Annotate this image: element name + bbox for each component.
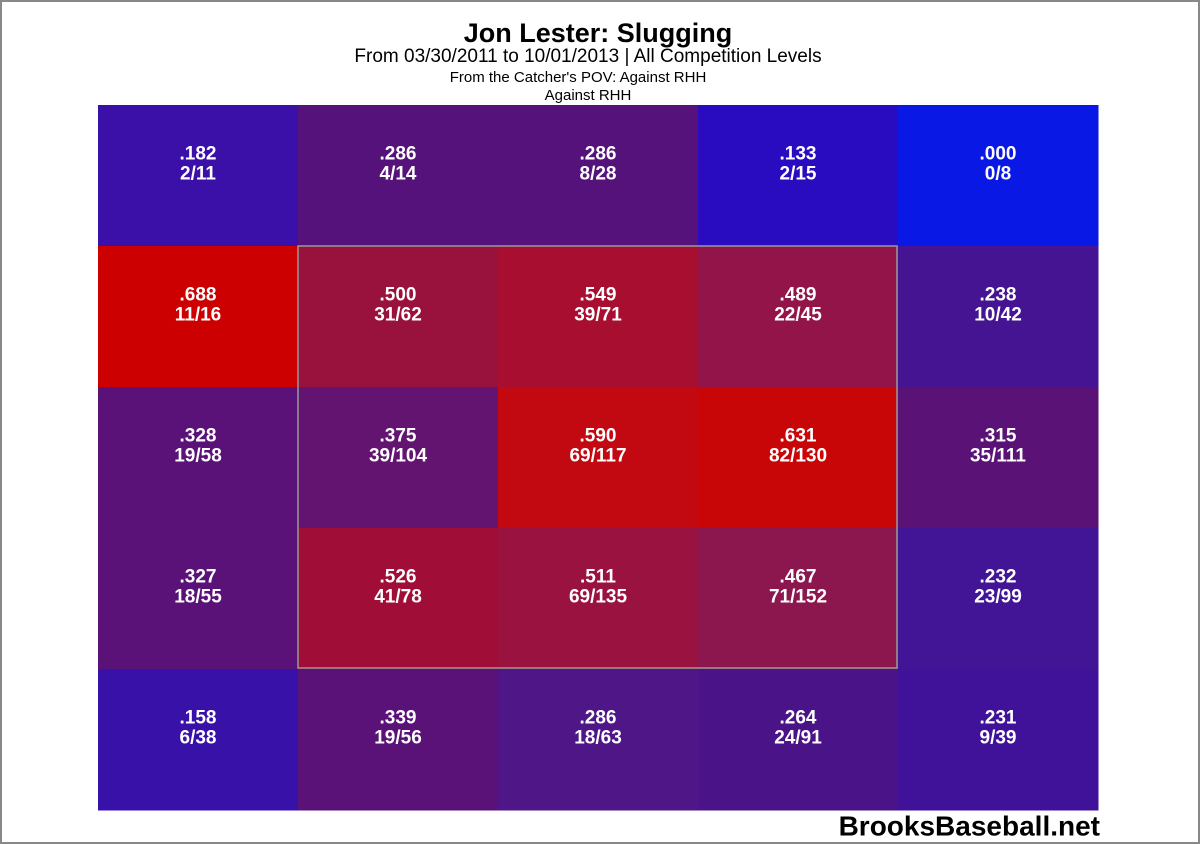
heatmap-cell xyxy=(898,246,1099,388)
cell-value-label: .327 xyxy=(180,567,217,588)
cell-fraction-label: 31/62 xyxy=(374,305,422,326)
cell-value-label: .590 xyxy=(580,426,617,447)
heatmap-cell xyxy=(98,246,299,388)
cell-value-label: .286 xyxy=(580,708,617,729)
cell-fraction-label: 18/55 xyxy=(174,587,222,608)
heatmap-cell xyxy=(298,246,499,388)
cell-fraction-label: 0/8 xyxy=(985,164,1011,185)
cell-value-label: .328 xyxy=(180,426,217,447)
cell-fraction-label: 69/135 xyxy=(569,587,628,608)
heatmap-cell xyxy=(698,669,899,811)
cell-value-label: .511 xyxy=(580,567,616,588)
cell-value-label: .500 xyxy=(380,285,417,306)
cell-value-label: .158 xyxy=(180,708,217,729)
heatmap-cell xyxy=(898,387,1099,529)
heatmap-cell xyxy=(98,669,299,811)
cell-value-label: .315 xyxy=(980,426,1017,447)
cell-fraction-label: 4/14 xyxy=(380,164,417,185)
chart-title: Jon Lester: Slugging xyxy=(464,18,733,48)
heatmap-cell xyxy=(698,528,899,670)
cell-fraction-label: 41/78 xyxy=(374,587,422,608)
cell-value-label: .182 xyxy=(180,144,217,165)
cell-value-label: .286 xyxy=(380,144,417,165)
heatmap-cell xyxy=(698,105,899,247)
heatmap-cell xyxy=(298,669,499,811)
cell-value-label: .286 xyxy=(580,144,617,165)
cell-fraction-label: 23/99 xyxy=(974,587,1022,608)
heatmap-cell xyxy=(298,528,499,670)
cell-value-label: .000 xyxy=(980,144,1017,165)
heatmap-cell xyxy=(498,528,699,670)
heatmap-cell xyxy=(298,105,499,247)
cell-fraction-label: 71/152 xyxy=(769,587,827,608)
heatmap-cell xyxy=(898,105,1099,247)
cell-value-label: .133 xyxy=(780,144,817,165)
cell-value-label: .238 xyxy=(980,285,1017,306)
source: BrooksBaseball.net xyxy=(839,810,1100,841)
heatmap-cell xyxy=(898,669,1099,811)
cell-value-label: .339 xyxy=(380,708,417,729)
heatmap-cell xyxy=(498,105,699,247)
heatmap-cell xyxy=(98,105,299,247)
cell-fraction-label: 6/38 xyxy=(180,728,217,749)
cell-fraction-label: 2/11 xyxy=(180,164,216,185)
cell-fraction-label: 24/91 xyxy=(774,728,822,749)
cell-fraction-label: 10/42 xyxy=(974,305,1022,326)
heatmap-grid: .1822/11.2864/14.2868/28.1332/15.0000/8.… xyxy=(98,105,1099,811)
heatmap-cell xyxy=(498,669,699,811)
cell-fraction-label: 22/45 xyxy=(774,305,822,326)
cell-fraction-label: 2/15 xyxy=(780,164,817,185)
cell-fraction-label: 82/130 xyxy=(769,446,827,467)
cell-value-label: .526 xyxy=(380,567,417,588)
cell-value-label: .549 xyxy=(580,285,617,306)
chart-subtitle: From the Catcher's POV: Against RHH xyxy=(450,69,707,86)
cell-fraction-label: 8/28 xyxy=(580,164,617,185)
heatmap-cell xyxy=(498,246,699,388)
cell-fraction-label: 39/71 xyxy=(574,305,622,326)
cell-fraction-label: 11/16 xyxy=(175,305,222,326)
chart-subtitle: From 03/30/2011 to 10/01/2013 | All Comp… xyxy=(354,46,821,67)
cell-fraction-label: 18/63 xyxy=(574,728,622,749)
strike-zone xyxy=(297,245,898,669)
heatmap-cell xyxy=(698,246,899,388)
heatmap-cell xyxy=(698,387,899,529)
cell-value-label: .467 xyxy=(780,567,817,588)
cell-fraction-label: 39/104 xyxy=(369,446,428,467)
cell-fraction-label: 69/117 xyxy=(569,446,626,467)
cell-value-label: .688 xyxy=(180,285,217,306)
heatmap-cell xyxy=(498,387,699,529)
heatmap-cell xyxy=(298,387,499,529)
cell-fraction-label: 19/58 xyxy=(174,446,222,467)
cell-value-label: .631 xyxy=(780,426,817,447)
heatmap-cell xyxy=(898,528,1099,670)
cell-fraction-label: 9/39 xyxy=(980,728,1017,749)
cell-value-label: .264 xyxy=(780,708,817,729)
cell-value-label: .375 xyxy=(380,426,417,447)
heatmap-cell xyxy=(98,528,299,670)
cell-fraction-label: 35/111 xyxy=(970,446,1026,467)
cell-value-label: .232 xyxy=(980,567,1017,588)
cell-value-label: .489 xyxy=(780,285,817,306)
cell-fraction-label: 19/56 xyxy=(374,728,422,749)
heatmap-cell xyxy=(98,387,299,529)
cell-value-label: .231 xyxy=(980,708,1017,729)
chart-subtitle: Against RHH xyxy=(545,87,632,104)
